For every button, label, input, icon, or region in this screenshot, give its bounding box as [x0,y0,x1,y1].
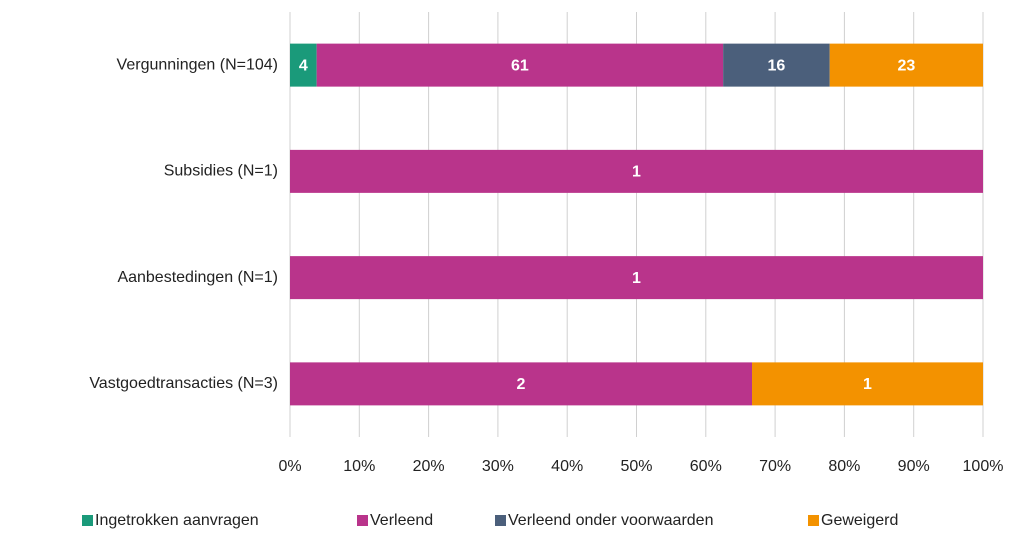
bar-segment [752,362,983,406]
data-label: 1 [863,376,872,393]
data-label: 4 [299,57,308,74]
x-tick-label: 90% [898,458,930,475]
legend-label: Geweigerd [821,512,898,529]
x-tick-label: 60% [690,458,722,475]
bar-segment [290,362,752,406]
legend-swatch [495,515,506,526]
legend-label: Verleend [370,512,433,529]
data-label: 1 [632,270,641,287]
data-label: 2 [517,376,526,393]
x-tick-label: 40% [551,458,583,475]
x-tick-label: 20% [413,458,445,475]
bar-segment [723,43,830,87]
legend-label: Verleend onder voorwaarden [508,512,713,529]
bar-segment [316,43,724,87]
x-tick-label: 70% [759,458,791,475]
legend-swatch [808,515,819,526]
x-tick-label: 0% [278,458,301,475]
x-tick-label: 50% [620,458,652,475]
y-tick-label: Vastgoedtransacties (N=3) [89,375,278,392]
y-tick-label: Vergunningen (N=104) [117,56,278,73]
legend-swatch [82,515,93,526]
data-label: 1 [632,164,641,181]
x-tick-label: 10% [343,458,375,475]
legend-label: Ingetrokken aanvragen [95,512,259,529]
data-label: 61 [511,57,529,74]
bar-segment [290,256,983,300]
bar-segment [829,43,983,87]
bar-segment [290,149,983,193]
data-label: 16 [768,57,786,74]
y-tick-label: Aanbestedingen (N=1) [117,269,278,286]
y-tick-label: Subsidies (N=1) [164,163,278,180]
x-tick-label: 80% [828,458,860,475]
x-tick-label: 100% [963,458,1004,475]
bar-segment [290,43,317,87]
x-tick-label: 30% [482,458,514,475]
legend-swatch [357,515,368,526]
data-label: 23 [897,57,915,74]
